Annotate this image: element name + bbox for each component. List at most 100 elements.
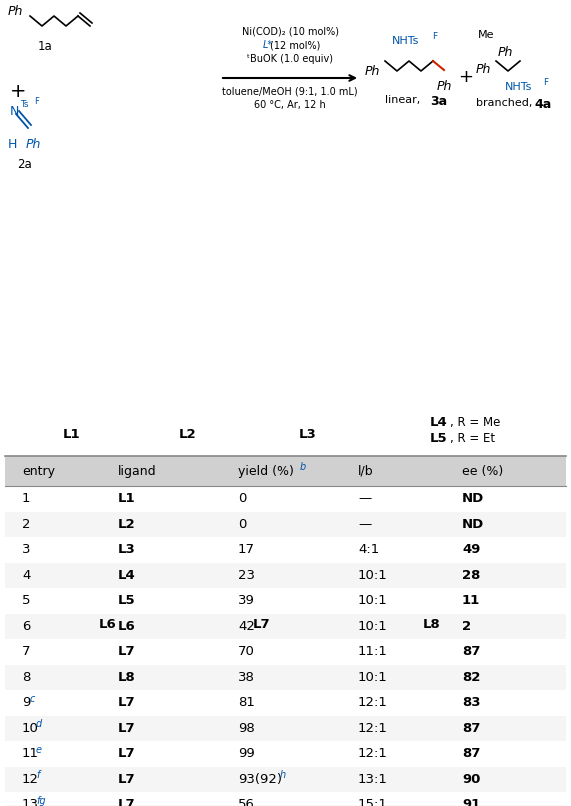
Text: L2: L2 <box>118 517 136 530</box>
Text: 4:1: 4:1 <box>358 543 379 556</box>
Text: Ph: Ph <box>476 63 492 76</box>
Text: 12:1: 12:1 <box>358 721 388 735</box>
Text: 60 °C, Ar, 12 h: 60 °C, Ar, 12 h <box>254 100 326 110</box>
Text: 10:1: 10:1 <box>358 594 388 607</box>
Text: 87: 87 <box>462 747 480 760</box>
Text: L6: L6 <box>99 618 117 631</box>
Text: 5: 5 <box>22 594 30 607</box>
Text: +: + <box>10 82 26 101</box>
Text: 87: 87 <box>462 721 480 735</box>
Text: 6: 6 <box>22 620 30 633</box>
Text: +: + <box>459 68 473 86</box>
Text: ND: ND <box>462 492 484 505</box>
Text: L*: L* <box>263 40 273 50</box>
Text: b: b <box>300 462 306 472</box>
Text: —: — <box>358 517 371 530</box>
Text: f: f <box>36 771 39 780</box>
Text: H: H <box>8 138 17 151</box>
Text: N: N <box>10 105 19 118</box>
Bar <box>5 639 566 664</box>
Text: Ts: Ts <box>20 100 29 109</box>
Text: 10:1: 10:1 <box>358 671 388 683</box>
Text: linear,: linear, <box>385 95 424 105</box>
Text: 28: 28 <box>462 569 480 582</box>
Text: L7: L7 <box>118 646 136 659</box>
Text: L6: L6 <box>118 620 136 633</box>
Text: —: — <box>358 492 371 505</box>
Bar <box>5 741 566 767</box>
Text: 12: 12 <box>22 773 39 786</box>
Text: 10:1: 10:1 <box>358 620 388 633</box>
Text: L8: L8 <box>118 671 136 683</box>
Text: 15:1: 15:1 <box>358 798 388 806</box>
Bar <box>5 664 566 690</box>
Text: 11: 11 <box>462 594 480 607</box>
Text: 8: 8 <box>22 671 30 683</box>
Text: , R = Me: , R = Me <box>450 416 500 429</box>
Text: (12 mol%): (12 mol%) <box>270 40 320 50</box>
Text: 13:1: 13:1 <box>358 773 388 786</box>
Text: 12:1: 12:1 <box>358 696 388 709</box>
Text: NHTs: NHTs <box>392 36 419 46</box>
Text: yield (%): yield (%) <box>238 464 294 477</box>
Text: 10:1: 10:1 <box>358 569 388 582</box>
Text: Ph: Ph <box>498 46 513 59</box>
Bar <box>5 767 566 792</box>
Text: 1a: 1a <box>38 40 53 53</box>
Text: NHTs: NHTs <box>505 82 532 92</box>
Text: fg: fg <box>36 796 46 806</box>
Text: L1: L1 <box>63 428 81 441</box>
Bar <box>5 456 566 486</box>
Text: 17: 17 <box>238 543 255 556</box>
Bar <box>5 486 566 512</box>
Bar <box>5 792 566 806</box>
Text: L7: L7 <box>118 773 136 786</box>
Text: L5: L5 <box>118 594 136 607</box>
Text: 98: 98 <box>238 721 255 735</box>
Bar <box>5 690 566 716</box>
Text: F: F <box>34 97 39 106</box>
Text: F: F <box>432 32 437 41</box>
Text: L4: L4 <box>430 416 448 429</box>
Bar <box>5 613 566 639</box>
Text: 12:1: 12:1 <box>358 747 388 760</box>
Text: toluene/MeOH (9:1, 1.0 mL): toluene/MeOH (9:1, 1.0 mL) <box>222 86 358 96</box>
Text: l/b: l/b <box>358 464 373 477</box>
Text: 70: 70 <box>238 646 255 659</box>
Bar <box>5 716 566 741</box>
Text: branched,: branched, <box>476 98 536 108</box>
Text: 56: 56 <box>238 798 255 806</box>
Text: 93(92): 93(92) <box>238 773 282 786</box>
Text: Ph: Ph <box>26 138 41 151</box>
Text: ND: ND <box>462 517 484 530</box>
Text: 99: 99 <box>238 747 255 760</box>
Text: Me: Me <box>478 30 494 40</box>
Text: L1: L1 <box>118 492 136 505</box>
Text: 4a: 4a <box>534 98 551 111</box>
Text: L4: L4 <box>118 569 136 582</box>
Text: h: h <box>280 771 286 780</box>
Text: 39: 39 <box>238 594 255 607</box>
Text: L3: L3 <box>299 428 317 441</box>
Text: 2: 2 <box>462 620 471 633</box>
Text: L7: L7 <box>118 696 136 709</box>
Text: 7: 7 <box>22 646 30 659</box>
Text: L2: L2 <box>179 428 197 441</box>
Text: 42: 42 <box>238 620 255 633</box>
Text: , R = Et: , R = Et <box>450 432 495 445</box>
Bar <box>5 512 566 537</box>
Text: 4: 4 <box>22 569 30 582</box>
Text: 2a: 2a <box>17 158 31 171</box>
Text: 0: 0 <box>238 492 246 505</box>
Text: 10: 10 <box>22 721 39 735</box>
Text: L7: L7 <box>253 618 271 631</box>
Text: 9: 9 <box>22 696 30 709</box>
Text: 1: 1 <box>22 492 30 505</box>
Text: entry: entry <box>22 464 55 477</box>
Bar <box>5 588 566 613</box>
Bar <box>5 537 566 563</box>
Text: Ni(COD)₂ (10 mol%): Ni(COD)₂ (10 mol%) <box>242 26 339 36</box>
Text: L5: L5 <box>430 432 448 445</box>
Text: 87: 87 <box>462 646 480 659</box>
Text: 38: 38 <box>238 671 255 683</box>
